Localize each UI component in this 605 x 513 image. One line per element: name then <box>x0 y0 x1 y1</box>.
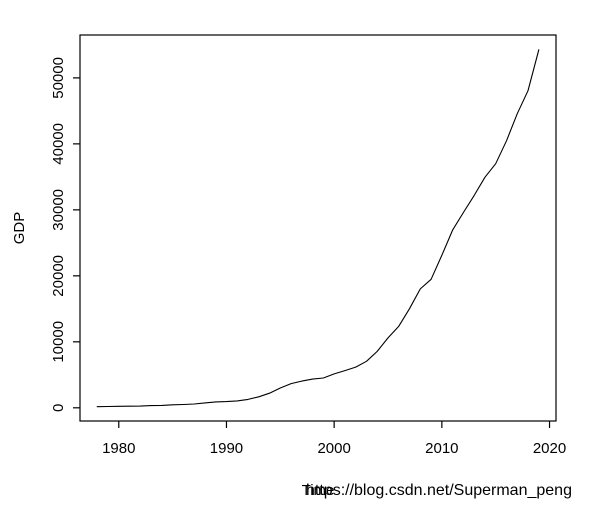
y-tick-label: 20000 <box>50 255 67 297</box>
x-axis-title: Time <box>302 482 335 499</box>
y-tick-label: 10000 <box>50 321 67 363</box>
plot-border <box>79 34 557 422</box>
y-tick-label: 50000 <box>50 57 67 99</box>
x-tick-label: 2020 <box>533 440 566 457</box>
x-tick-label: 2010 <box>425 440 458 457</box>
y-axis-title: GDP <box>11 212 28 245</box>
gdp-line <box>96 49 540 408</box>
x-axis: 1980 1990 2000 2010 2020 <box>102 421 566 457</box>
y-axis: 0 10000 20000 30000 40000 50000 <box>50 57 80 412</box>
y-tick-label: 0 <box>50 404 67 412</box>
watermark-text: https://blog.csdn.net/Superman_peng <box>306 482 572 499</box>
y-tick-label: 30000 <box>50 189 67 231</box>
x-tick-label: 1990 <box>210 440 243 457</box>
x-tick-label: 1980 <box>102 440 135 457</box>
data-series <box>96 49 540 408</box>
y-tick-label: 40000 <box>50 123 67 165</box>
x-tick-label: 2000 <box>317 440 350 457</box>
